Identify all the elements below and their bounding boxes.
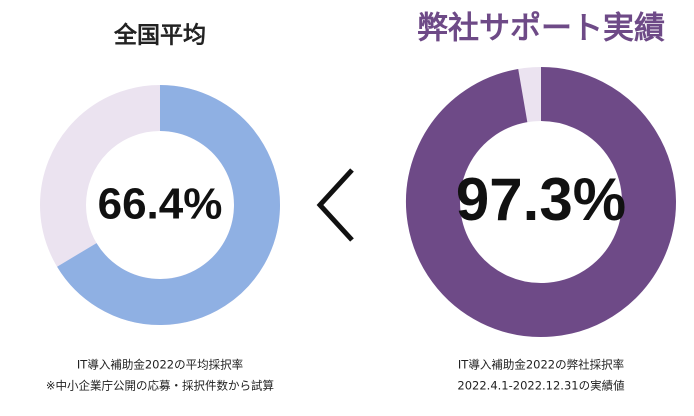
note: IT導入補助金2022の弊社採択率 (458, 358, 624, 372)
note: IT導入補助金2022の平均採択率 (77, 358, 243, 372)
value-label: 97.3% (456, 166, 626, 233)
chart-title: 弊社サポート実績 (417, 11, 665, 47)
chart-title: 全国平均 (113, 22, 206, 49)
donut-arc (406, 67, 676, 337)
less-than-symbol (316, 168, 354, 242)
note: ※中小企業庁公開の応募・採択件数から試算 (46, 379, 274, 393)
note: 2022.4.1-2022.12.31の実績値 (457, 379, 625, 393)
value-label: 66.4% (98, 180, 223, 229)
donut-arc (57, 85, 280, 325)
